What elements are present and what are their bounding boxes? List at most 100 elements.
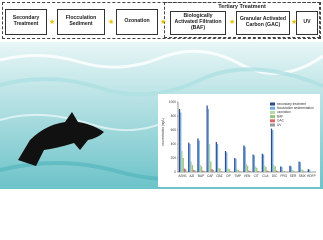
bar bbox=[264, 165, 266, 172]
x-tick-label: DIC bbox=[272, 174, 278, 178]
legend-swatch bbox=[270, 123, 275, 127]
bar bbox=[191, 165, 194, 172]
bar bbox=[239, 171, 241, 172]
group-label: Tertiary Treatment bbox=[218, 4, 266, 10]
legend-swatch bbox=[270, 115, 275, 119]
bar bbox=[290, 166, 292, 172]
bar bbox=[194, 170, 196, 172]
bar bbox=[211, 169, 213, 172]
bar bbox=[208, 144, 211, 172]
process-step: Flocculation Sediment bbox=[57, 9, 105, 35]
bar bbox=[256, 167, 258, 172]
y-tick-label: 800 bbox=[171, 114, 177, 118]
bar bbox=[178, 109, 181, 172]
x-tick-label: SMX bbox=[299, 174, 307, 178]
y-tick-label: 200 bbox=[171, 156, 177, 160]
bar bbox=[283, 170, 286, 172]
bar bbox=[293, 170, 295, 172]
bar bbox=[234, 158, 236, 172]
x-tick-label: VEN bbox=[244, 174, 251, 178]
bar bbox=[219, 168, 221, 172]
bar bbox=[210, 161, 212, 172]
star-connector: ★ bbox=[108, 19, 115, 26]
bar bbox=[298, 161, 300, 172]
bar bbox=[245, 163, 247, 172]
process-step: Ozonation bbox=[116, 9, 158, 35]
bar bbox=[272, 130, 274, 172]
bar bbox=[253, 155, 255, 172]
bar bbox=[304, 171, 306, 172]
legend-swatch bbox=[270, 102, 275, 106]
bar bbox=[237, 169, 240, 172]
bar bbox=[181, 151, 183, 172]
bar bbox=[226, 152, 228, 172]
bar bbox=[216, 144, 219, 172]
bar bbox=[244, 146, 246, 172]
process-step: UV bbox=[296, 11, 318, 35]
bar bbox=[281, 167, 283, 172]
bar bbox=[231, 171, 233, 172]
bar bbox=[280, 166, 282, 172]
bar bbox=[274, 166, 276, 172]
bar bbox=[189, 144, 191, 172]
bar bbox=[307, 169, 309, 172]
bar bbox=[197, 138, 199, 172]
bar bbox=[273, 165, 275, 172]
star-connector: ★ bbox=[291, 19, 298, 26]
x-tick-label: SER bbox=[290, 174, 297, 178]
bar bbox=[249, 170, 251, 172]
bar bbox=[270, 128, 273, 172]
x-tick-label: TMP bbox=[234, 174, 241, 178]
process-frame bbox=[2, 2, 321, 39]
bar bbox=[188, 142, 190, 172]
x-tick-label: DP bbox=[226, 174, 230, 178]
star-connector: ★ bbox=[229, 19, 236, 26]
bar bbox=[218, 167, 220, 172]
x-tick-label: HDFP bbox=[307, 174, 316, 178]
legend-label: flocculation sedimentation bbox=[277, 106, 314, 110]
bar bbox=[291, 169, 293, 172]
bar bbox=[190, 161, 192, 172]
bar bbox=[267, 170, 270, 172]
x-tick-label: ASH1 bbox=[178, 174, 187, 178]
bar bbox=[308, 169, 311, 172]
bar bbox=[277, 170, 279, 172]
process-step: Biologically Activated Filtration (BAF) bbox=[170, 11, 226, 35]
wave bbox=[0, 113, 181, 132]
y-tick-label: 600 bbox=[171, 128, 177, 132]
x-tick-label: PRO bbox=[280, 174, 287, 178]
legend-swatch bbox=[270, 110, 275, 114]
bar bbox=[180, 112, 182, 172]
x-tick-label: AZI bbox=[189, 174, 194, 178]
bar bbox=[185, 169, 187, 172]
star-connector: ★ bbox=[160, 19, 167, 26]
bar bbox=[300, 169, 303, 172]
bar bbox=[227, 168, 229, 172]
legend-label: GAC bbox=[277, 119, 285, 123]
legend-label: secondary treatment bbox=[277, 102, 306, 106]
bar bbox=[229, 171, 232, 172]
bar bbox=[236, 169, 238, 172]
bar bbox=[262, 154, 265, 172]
y-tick-label: 0 bbox=[174, 170, 176, 174]
bar bbox=[198, 140, 200, 172]
bar bbox=[215, 141, 217, 172]
bar bbox=[203, 170, 205, 172]
page: Tertiary Treatment Secondary Treatment Fl… bbox=[0, 0, 323, 189]
bar bbox=[212, 169, 214, 172]
bar bbox=[243, 145, 245, 172]
y-tick-label: 1000 bbox=[169, 100, 176, 104]
x-tick-label: CLA bbox=[262, 174, 269, 178]
x-tick-label: BUP bbox=[198, 174, 205, 178]
legend-swatch bbox=[270, 119, 275, 123]
bar bbox=[193, 169, 195, 172]
x-tick-label: CIT bbox=[254, 174, 259, 178]
bar bbox=[289, 165, 291, 172]
bar bbox=[247, 165, 249, 172]
bar bbox=[220, 171, 222, 172]
bar bbox=[206, 105, 208, 172]
tertiary-group: Tertiary Treatment bbox=[164, 2, 320, 38]
x-tick-label: CBZ bbox=[216, 174, 222, 178]
bar bbox=[252, 154, 254, 172]
bar bbox=[199, 165, 201, 172]
